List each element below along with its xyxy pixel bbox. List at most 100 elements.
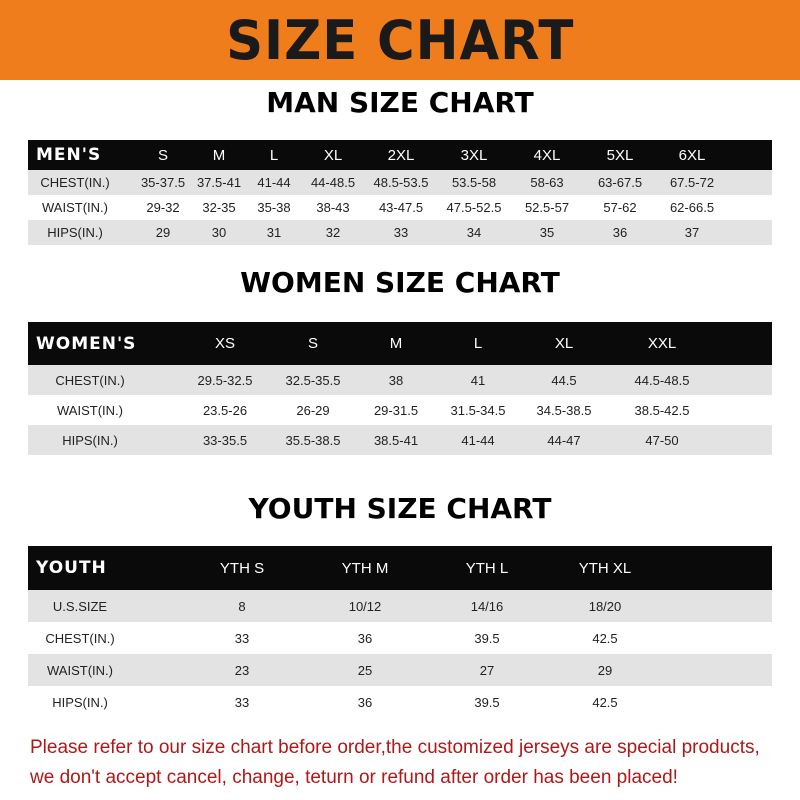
table-cell: 47.5-52.5 xyxy=(446,200,502,215)
youth-header-row: YOUTH YTH S YTH M YTH L YTH XL xyxy=(28,546,772,590)
table-row: HIPS(IN.) 33 36 39.5 42.5 xyxy=(28,686,772,718)
size-column-header: 5XL xyxy=(606,146,634,164)
women-chart-title: WOMEN SIZE CHART xyxy=(240,266,560,299)
banner: SIZE CHART xyxy=(0,0,800,80)
women-header-row: WOMEN'S XS S M L XL XXL xyxy=(28,322,772,365)
row-label: WAIST(IN.) xyxy=(57,402,123,418)
table-cell: 8 xyxy=(238,598,246,614)
size-column-header: XXL xyxy=(647,335,677,352)
table-cell: 35-37.5 xyxy=(140,175,186,190)
table-cell: 29.5-32.5 xyxy=(197,372,253,388)
table-cell: 63-67.5 xyxy=(597,175,643,190)
row-label: WAIST(IN.) xyxy=(42,200,108,215)
notice-text: Please refer to our size chart before or… xyxy=(30,733,790,793)
row-label: U.S.SIZE xyxy=(52,598,108,614)
row-label: CHEST(IN.) xyxy=(55,372,125,388)
row-label: HIPS(IN.) xyxy=(52,694,108,710)
table-cell: 32.5-35.5 xyxy=(285,372,341,388)
men-size-table: MEN'S S M L XL 2XL 3XL 4XL 5XL 6XL CHEST(IN.) 35-37… xyxy=(28,140,772,245)
table-cell: 36 xyxy=(357,694,373,710)
size-column-header: L xyxy=(269,146,279,164)
size-column-header: 6XL xyxy=(678,146,706,164)
table-cell: 29 xyxy=(155,225,171,240)
men-header-row: MEN'S S M L XL 2XL 3XL 4XL 5XL 6XL xyxy=(28,140,772,170)
table-corner-label: YOUTH xyxy=(36,558,107,578)
table-cell: 29-32 xyxy=(146,200,180,215)
row-label: CHEST(IN.) xyxy=(45,630,115,646)
table-cell: 23 xyxy=(234,662,250,678)
table-cell: 41 xyxy=(470,372,486,388)
youth-size-table: YOUTH YTH S YTH M YTH L YTH XL U.S.SIZE 8 10/12… xyxy=(28,546,772,718)
table-cell: 43-47.5 xyxy=(378,200,424,215)
row-label: HIPS(IN.) xyxy=(47,225,103,240)
women-size-table: WOMEN'S XS S M L XL XXL CHEST(IN.) 29.5-32.5 32.5… xyxy=(28,322,772,455)
size-column-header: YTH XL xyxy=(578,559,632,577)
table-cell: 67.5-72 xyxy=(669,175,715,190)
table-cell: 44.5-48.5 xyxy=(634,372,690,388)
table-cell: 42.5 xyxy=(592,694,618,710)
table-cell: 44-48.5 xyxy=(310,175,356,190)
youth-chart-title: YOUTH SIZE CHART xyxy=(248,492,552,525)
size-column-header: YTH M xyxy=(341,559,389,577)
table-row: HIPS(IN.) 29 30 31 32 33 34 35 36 37 xyxy=(28,220,772,245)
table-cell: 47-50 xyxy=(645,432,679,448)
table-cell: 33 xyxy=(234,694,250,710)
table-cell: 35 xyxy=(539,225,555,240)
notice-line-2: we don't accept cancel, change, teturn o… xyxy=(30,767,678,788)
size-column-header: M xyxy=(212,146,226,164)
table-cell: 31.5-34.5 xyxy=(450,402,506,418)
table-row: CHEST(IN.) 35-37.5 37.5-41 41-44 44-48.5 48.5… xyxy=(28,170,772,195)
table-cell: 42.5 xyxy=(592,630,618,646)
size-column-header: S xyxy=(307,335,319,352)
table-cell: 35.5-38.5 xyxy=(285,432,341,448)
table-cell: 34 xyxy=(466,225,482,240)
row-label: CHEST(IN.) xyxy=(40,175,110,190)
table-row: CHEST(IN.) 33 36 39.5 42.5 xyxy=(28,622,772,654)
size-column-header: XS xyxy=(214,335,236,352)
table-cell: 29-31.5 xyxy=(373,402,419,418)
table-cell: 58-63 xyxy=(530,175,564,190)
table-row: HIPS(IN.) 33-35.5 35.5-38.5 38.5-41 41-44 44-… xyxy=(28,425,772,455)
table-cell: 39.5 xyxy=(474,630,500,646)
row-label: WAIST(IN.) xyxy=(47,662,113,678)
table-cell: 57-62 xyxy=(603,200,637,215)
banner-title: SIZE CHART xyxy=(225,8,575,72)
table-cell: 27 xyxy=(479,662,495,678)
table-cell: 36 xyxy=(612,225,628,240)
table-cell: 38 xyxy=(388,372,404,388)
table-cell: 29 xyxy=(597,662,613,678)
table-cell: 34.5-38.5 xyxy=(536,402,592,418)
table-cell: 32 xyxy=(325,225,341,240)
table-cell: 62-66.5 xyxy=(669,200,715,215)
table-cell: 52.5-57 xyxy=(524,200,570,215)
table-cell: 31 xyxy=(266,225,282,240)
table-cell: 33-35.5 xyxy=(202,432,248,448)
table-cell: 53.5-58 xyxy=(451,175,497,190)
table-cell: 18/20 xyxy=(588,598,622,614)
size-column-header: YTH L xyxy=(465,559,509,577)
size-column-header: YTH S xyxy=(219,559,265,577)
table-cell: 41-44 xyxy=(257,175,291,190)
size-column-header: L xyxy=(473,335,483,352)
table-cell: 26-29 xyxy=(296,402,330,418)
table-cell: 14/16 xyxy=(470,598,504,614)
size-column-header: 4XL xyxy=(533,146,561,164)
size-column-header: 3XL xyxy=(460,146,488,164)
table-row: U.S.SIZE 8 10/12 14/16 18/20 xyxy=(28,590,772,622)
table-cell: 38-43 xyxy=(316,200,350,215)
size-column-header: XL xyxy=(323,146,343,164)
table-cell: 41-44 xyxy=(461,432,495,448)
table-cell: 25 xyxy=(357,662,373,678)
table-corner-label: WOMEN'S xyxy=(36,333,137,354)
table-cell: 37.5-41 xyxy=(196,175,242,190)
size-column-header: 2XL xyxy=(387,146,415,164)
table-row: WAIST(IN.) 29-32 32-35 35-38 38-43 43-47.5 47.… xyxy=(28,195,772,220)
table-cell: 39.5 xyxy=(474,694,500,710)
table-corner-label: MEN'S xyxy=(36,145,102,165)
notice-line-1: Please refer to our size chart before or… xyxy=(30,737,760,758)
table-cell: 35-38 xyxy=(257,200,291,215)
row-label: HIPS(IN.) xyxy=(62,432,118,448)
table-cell: 38.5-42.5 xyxy=(634,402,690,418)
table-cell: 44.5 xyxy=(551,372,577,388)
table-cell: 10/12 xyxy=(348,598,382,614)
